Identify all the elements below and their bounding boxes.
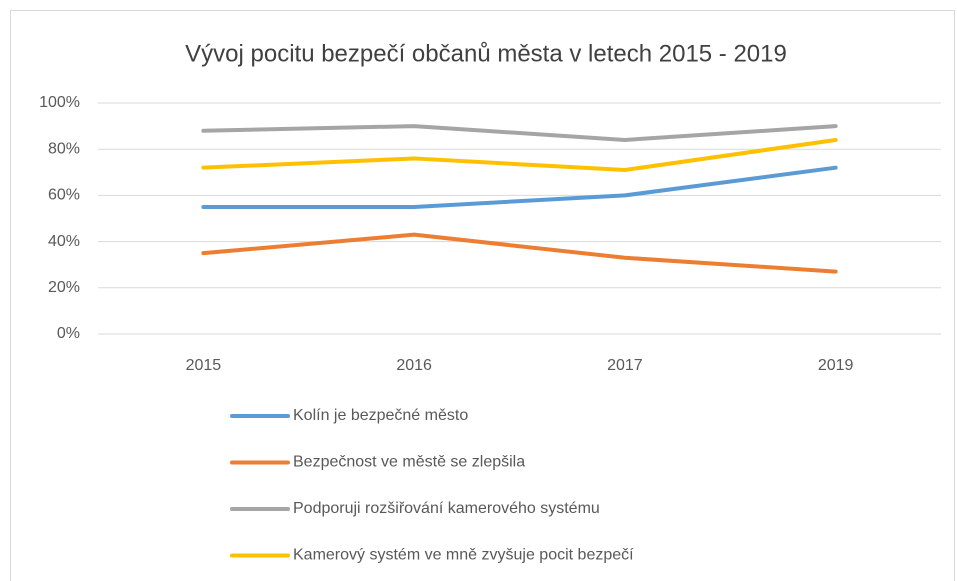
legend-label: Bezpečnost ve městě se zlepšila xyxy=(293,454,525,471)
y-tick-label: 20% xyxy=(48,279,80,296)
y-tick-label: 40% xyxy=(48,233,80,250)
y-tick-label: 100% xyxy=(39,94,80,111)
y-tick-label: 0% xyxy=(57,325,80,342)
series-line xyxy=(201,137,838,172)
chart-title: Vývoj pocitu bezpečí občanů města v lete… xyxy=(185,40,787,67)
x-tick-label: 2016 xyxy=(396,357,432,374)
legend-label: Kamerový systém ve mně zvyšuje pocit bez… xyxy=(293,547,634,564)
legend-label: Kolín je bezpečné město xyxy=(293,407,468,424)
chart-border xyxy=(10,10,955,581)
series-line xyxy=(201,124,838,142)
x-tick-label: 2015 xyxy=(186,357,222,374)
x-tick-label: 2017 xyxy=(607,357,643,374)
legend-label: Podporuji rozšiřování kamerového systému xyxy=(293,500,600,517)
x-tick-label: 2019 xyxy=(818,357,854,374)
y-tick-label: 60% xyxy=(48,187,80,204)
y-tick-label: 80% xyxy=(48,140,80,157)
series-line xyxy=(201,165,838,209)
series-line xyxy=(201,232,838,274)
